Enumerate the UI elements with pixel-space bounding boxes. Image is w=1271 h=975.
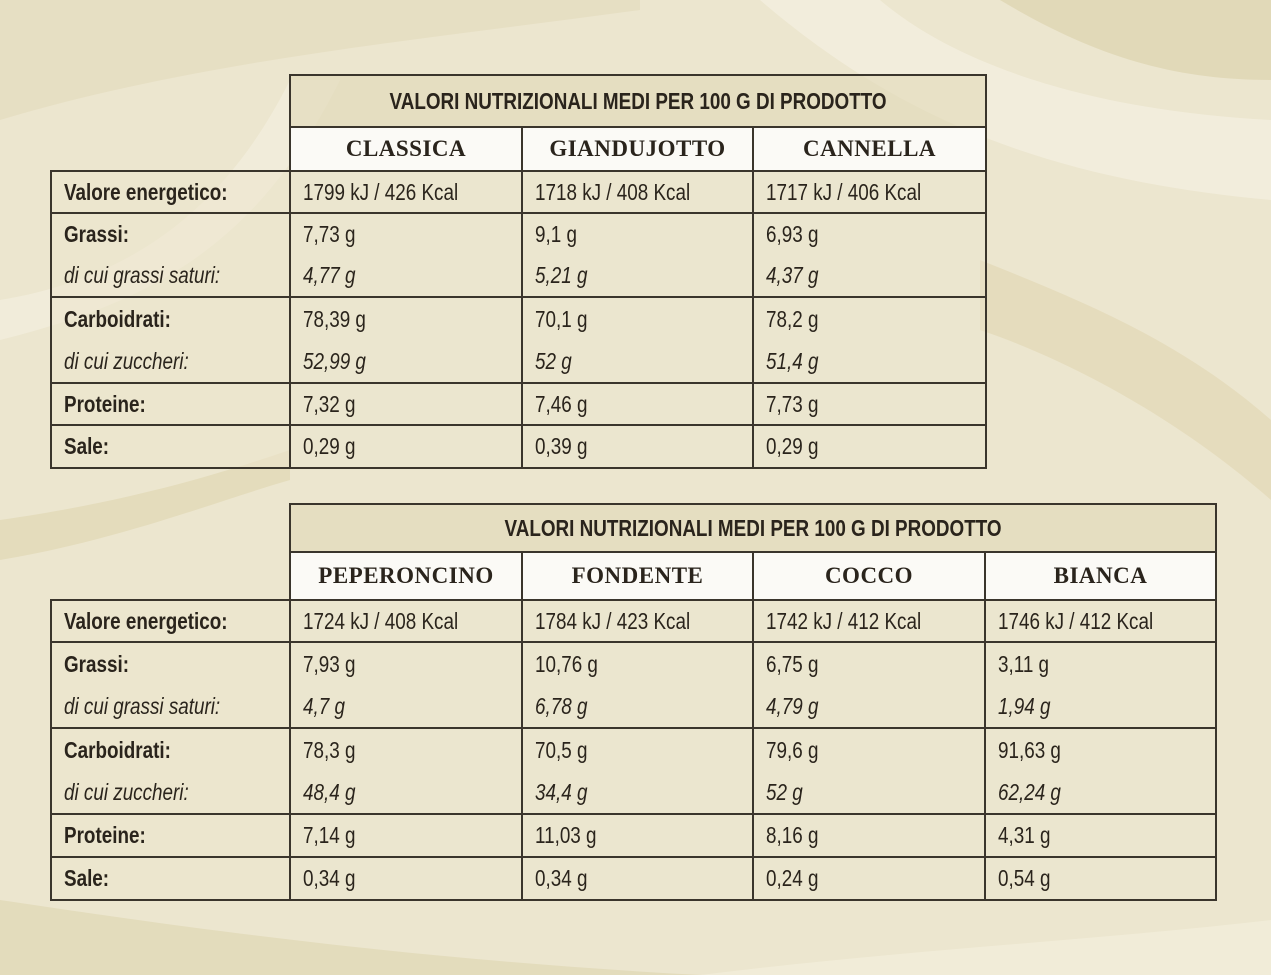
cell-value: 5,21 g xyxy=(521,255,754,298)
row-label: di cui grassi saturi: xyxy=(50,685,291,729)
cell-value: 1724 kJ / 408 Kcal xyxy=(289,599,523,643)
row-label: Carboidrati: xyxy=(50,296,291,340)
cell-value: 4,7 g xyxy=(289,685,523,729)
cell-value: 4,37 g xyxy=(752,255,987,298)
cell-value: 70,5 g xyxy=(521,727,754,771)
cell-value: 1,94 g xyxy=(983,685,1218,729)
cell-value: 52 g xyxy=(521,340,754,384)
cell-value: 1742 kJ / 412 Kcal xyxy=(752,599,986,643)
cell-value: 3,11 g xyxy=(983,641,1218,685)
table-row: Proteine: 7,14 g 11,03 g 8,16 g 4,31 g xyxy=(50,813,1218,858)
cell-value: 79,6 g xyxy=(752,727,986,771)
row-label: Sale: xyxy=(50,424,291,469)
cell-value: 4,31 g xyxy=(983,813,1218,858)
cell-value: 70,1 g xyxy=(521,296,754,340)
nutrition-table-1: VALORI NUTRIZIONALI MEDI PER 100 G DI PR… xyxy=(50,74,987,469)
cell-value: 7,73 g xyxy=(289,212,523,255)
cell-value: 9,1 g xyxy=(521,212,754,255)
table-row: di cui grassi saturi: 4,7 g 6,78 g 4,79 … xyxy=(50,685,1218,729)
column-header: FONDENTE xyxy=(521,551,754,601)
cell-value: 51,4 g xyxy=(752,340,987,384)
table-row: Sale: 0,34 g 0,34 g 0,24 g 0,54 g xyxy=(50,856,1218,901)
cell-value: 11,03 g xyxy=(521,813,754,858)
row-label: Proteine: xyxy=(50,382,291,426)
cell-value: 0,24 g xyxy=(752,856,986,901)
table-row: Carboidrati: 78,3 g 70,5 g 79,6 g 91,63 … xyxy=(50,727,1218,771)
cell-value: 0,54 g xyxy=(983,856,1218,901)
row-label: Valore energetico: xyxy=(50,599,291,643)
cell-value: 7,93 g xyxy=(289,641,523,685)
cell-value: 48,4 g xyxy=(289,771,523,815)
cell-value: 8,16 g xyxy=(752,813,986,858)
nutrition-table-2: VALORI NUTRIZIONALI MEDI PER 100 G DI PR… xyxy=(50,503,1218,901)
cell-value: 78,2 g xyxy=(752,296,987,340)
cell-value: 34,4 g xyxy=(521,771,754,815)
cell-value: 10,76 g xyxy=(521,641,754,685)
table-row: Carboidrati: 78,39 g 70,1 g 78,2 g xyxy=(50,296,987,340)
cell-value: 0,34 g xyxy=(289,856,523,901)
cell-value: 1717 kJ / 406 Kcal xyxy=(752,170,987,214)
cell-value: 78,39 g xyxy=(289,296,523,340)
table-row: di cui grassi saturi: 4,77 g 5,21 g 4,37… xyxy=(50,255,987,298)
row-label: Sale: xyxy=(50,856,291,901)
row-label: Proteine: xyxy=(50,813,291,858)
cell-value: 91,63 g xyxy=(983,727,1218,771)
column-header: COCCO xyxy=(752,551,986,601)
row-label: Grassi: xyxy=(50,641,291,685)
cell-value: 78,3 g xyxy=(289,727,523,771)
table-row: Valore energetico: 1724 kJ / 408 Kcal 17… xyxy=(50,599,1218,643)
cell-value: 6,93 g xyxy=(752,212,987,255)
table-row: di cui zuccheri: 48,4 g 34,4 g 52 g 62,2… xyxy=(50,771,1218,815)
cell-value: 1799 kJ / 426 Kcal xyxy=(289,170,523,214)
cell-value: 62,24 g xyxy=(983,771,1218,815)
table-2-title: VALORI NUTRIZIONALI MEDI PER 100 G DI PR… xyxy=(288,503,1218,553)
cell-value: 52 g xyxy=(752,771,986,815)
column-header: CANNELLA xyxy=(752,126,987,172)
cell-value: 0,39 g xyxy=(521,424,754,469)
cell-value: 1718 kJ / 408 Kcal xyxy=(521,170,754,214)
cell-value: 7,14 g xyxy=(289,813,523,858)
cell-value: 6,75 g xyxy=(752,641,986,685)
row-label: Valore energetico: xyxy=(50,170,291,214)
cell-value: 1746 kJ / 412 Kcal xyxy=(983,599,1218,643)
table-row: Proteine: 7,32 g 7,46 g 7,73 g xyxy=(50,382,987,426)
row-label: di cui grassi saturi: xyxy=(50,255,291,298)
cell-value: 0,34 g xyxy=(521,856,754,901)
cell-value: 0,29 g xyxy=(752,424,987,469)
table-1-title: VALORI NUTRIZIONALI MEDI PER 100 G DI PR… xyxy=(289,74,987,128)
cell-value: 7,46 g xyxy=(521,382,754,426)
column-header: BIANCA xyxy=(983,551,1218,601)
cell-value: 4,77 g xyxy=(289,255,523,298)
row-label: Grassi: xyxy=(50,212,291,255)
row-label: di cui zuccheri: xyxy=(50,771,291,815)
table-row: di cui zuccheri: 52,99 g 52 g 51,4 g xyxy=(50,340,987,384)
cell-value: 6,78 g xyxy=(521,685,754,729)
table-row: Sale: 0,29 g 0,39 g 0,29 g xyxy=(50,424,987,469)
column-header: GIANDUJOTTO xyxy=(521,126,754,172)
table-row: Valore energetico: 1799 kJ / 426 Kcal 17… xyxy=(50,170,987,214)
cell-value: 4,79 g xyxy=(752,685,986,729)
cell-value: 0,29 g xyxy=(289,424,523,469)
row-label: Carboidrati: xyxy=(50,727,291,771)
column-header: CLASSICA xyxy=(289,126,523,172)
row-label: di cui zuccheri: xyxy=(50,340,291,384)
cell-value: 52,99 g xyxy=(289,340,523,384)
table-row: Grassi: 7,93 g 10,76 g 6,75 g 3,11 g xyxy=(50,641,1218,685)
cell-value: 7,32 g xyxy=(289,382,523,426)
table-row: Grassi: 7,73 g 9,1 g 6,93 g xyxy=(50,212,987,255)
cell-value: 7,73 g xyxy=(752,382,987,426)
column-header: PEPERONCINO xyxy=(289,551,523,601)
cell-value: 1784 kJ / 423 Kcal xyxy=(521,599,754,643)
